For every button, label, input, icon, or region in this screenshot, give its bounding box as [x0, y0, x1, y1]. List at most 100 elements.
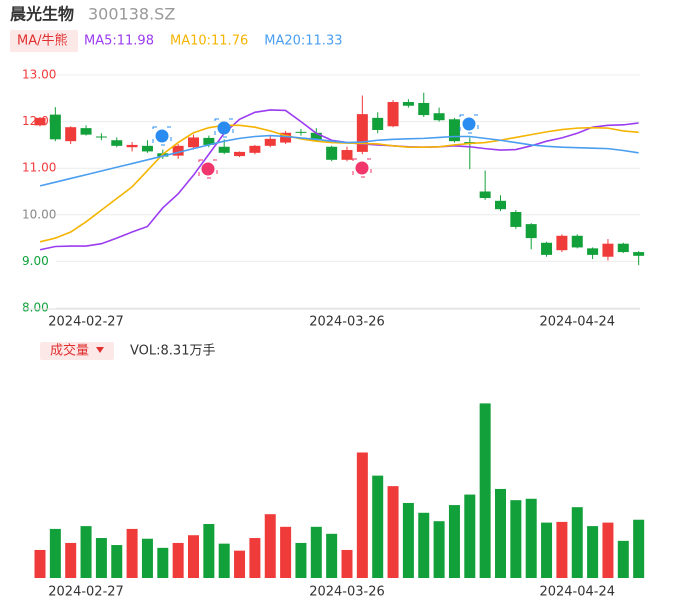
candle-body [126, 144, 138, 148]
volume-bar [126, 528, 138, 578]
candle-body [433, 113, 445, 121]
signal-icon [355, 161, 369, 175]
volume-bar [587, 526, 599, 578]
signal-frame [152, 126, 172, 146]
volume-bar [341, 549, 353, 578]
volume-bar [418, 512, 430, 578]
x-tick-label: 2024-03-26 [309, 315, 385, 330]
candle-body [34, 117, 46, 126]
volume-bar [556, 521, 568, 578]
candle-body [234, 151, 246, 157]
volume-bar [633, 519, 645, 578]
candle-body [495, 200, 506, 210]
legend-box[interactable] [10, 30, 78, 52]
volume-bar [157, 547, 169, 578]
candle-body [203, 137, 215, 145]
volume-bar [295, 542, 307, 578]
signal-icon [201, 162, 215, 176]
y-tick-label: 9.00 [22, 254, 49, 268]
volume-legend: VOL:8.31万手 [130, 344, 215, 359]
y-tick-label: 13.00 [22, 68, 56, 82]
candle-body [264, 138, 276, 146]
x-tick-label: 2024-02-27 [48, 585, 124, 600]
candle-body [372, 117, 384, 130]
candle-body [510, 212, 522, 227]
volume-bar [464, 494, 476, 578]
candle-body [617, 243, 629, 253]
volume-bar [218, 543, 230, 578]
candle-body [341, 150, 353, 160]
volume-bar [387, 486, 399, 578]
x-tick-label: 2024-02-27 [48, 315, 124, 330]
volume-bar [602, 522, 614, 578]
candle-body [556, 235, 568, 251]
candle-body [541, 242, 553, 255]
candle-body [633, 252, 645, 256]
candle-body [218, 146, 230, 153]
volume-bar [402, 502, 414, 578]
volume-bar [141, 538, 153, 578]
volume-bar [172, 542, 184, 578]
x-tick-label: 2024-03-26 [309, 585, 385, 600]
candle-body [479, 191, 491, 199]
x-tick-label: 2024-04-24 [539, 585, 615, 600]
signal-frame [198, 159, 218, 179]
ma-line [39, 134, 639, 187]
volume-bar [234, 550, 246, 578]
signal-icon [217, 121, 231, 135]
volume-bar [188, 535, 199, 578]
signal-icon [462, 117, 476, 131]
volume-bar [525, 498, 537, 578]
y-tick-label: 8.00 [22, 301, 49, 315]
candle-body [188, 137, 199, 148]
volume-bar [80, 526, 92, 578]
legend-entry: MA10:11.76 [170, 34, 248, 49]
candle-body [65, 127, 77, 142]
volume-title[interactable]: 成交量 [50, 343, 89, 359]
candle-body [387, 102, 399, 127]
candle-body [356, 114, 368, 152]
candle-body [141, 145, 153, 152]
volume-bar [495, 488, 506, 578]
ma-line [39, 124, 639, 243]
volume-bar [372, 475, 384, 578]
candle-body [111, 140, 123, 146]
candle-body [602, 243, 614, 257]
volume-bar [249, 538, 261, 578]
candle-body [525, 224, 537, 239]
volume-bar [479, 403, 491, 578]
candle-body [49, 114, 61, 140]
volume-bar [95, 538, 107, 578]
candle-body [402, 102, 414, 106]
volume-bar [34, 549, 46, 578]
signal-frame [352, 158, 372, 178]
volume-box[interactable] [40, 342, 114, 360]
signal-frame [214, 118, 234, 138]
volume-bar [541, 522, 553, 578]
volume-bar [571, 507, 583, 578]
volume-bar [510, 500, 522, 578]
candle-body [172, 145, 184, 156]
legend-title[interactable]: MA/牛熊 [17, 33, 68, 49]
candle-body [571, 235, 583, 248]
stock-code: 300138.SZ [88, 5, 175, 24]
volume-bar [111, 545, 123, 578]
volume-bar [280, 526, 292, 578]
candle-body [587, 248, 599, 255]
signal-icon [155, 129, 169, 143]
volume-bar [326, 533, 338, 578]
legend-entry: MA5:11.98 [84, 34, 154, 49]
candle-body [418, 102, 430, 116]
volume-bar [617, 540, 629, 578]
volume-bar [65, 542, 77, 578]
candle-body [326, 146, 338, 160]
volume-bar [310, 526, 322, 578]
volume-bar [264, 514, 276, 578]
dropdown-icon[interactable] [96, 347, 104, 353]
candle-body [249, 145, 261, 153]
candle-body [448, 119, 460, 142]
candle-body [310, 132, 322, 141]
x-tick-label: 2024-04-24 [539, 315, 615, 330]
y-tick-label: 10.00 [22, 207, 56, 221]
